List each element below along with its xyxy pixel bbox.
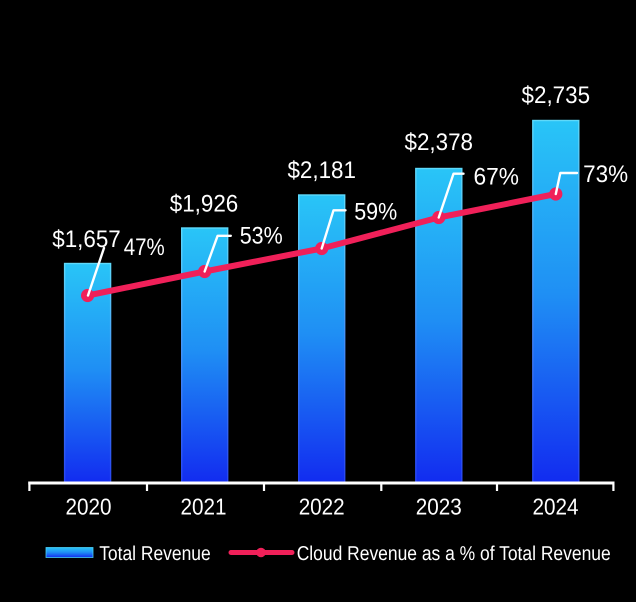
svg-text:$1,926: $1,926: [170, 190, 239, 217]
svg-text:$2,378: $2,378: [405, 129, 474, 156]
svg-text:2021: 2021: [181, 494, 227, 520]
svg-text:47%: 47%: [124, 234, 165, 261]
svg-text:53%: 53%: [240, 222, 283, 249]
svg-text:$1,657: $1,657: [52, 226, 121, 253]
svg-text:67%: 67%: [474, 163, 520, 190]
svg-text:73%: 73%: [583, 161, 628, 188]
svg-text:2020: 2020: [66, 494, 112, 520]
svg-text:2022: 2022: [299, 494, 345, 520]
svg-text:$2,735: $2,735: [522, 82, 591, 109]
svg-text:Total Revenue: Total Revenue: [99, 543, 211, 565]
svg-text:2024: 2024: [533, 494, 579, 520]
svg-text:59%: 59%: [354, 199, 397, 226]
svg-text:$2,181: $2,181: [287, 157, 356, 184]
svg-text:Cloud Revenue as a % of Total: Cloud Revenue as a % of Total Revenue: [297, 543, 611, 565]
svg-text:2023: 2023: [416, 494, 462, 520]
